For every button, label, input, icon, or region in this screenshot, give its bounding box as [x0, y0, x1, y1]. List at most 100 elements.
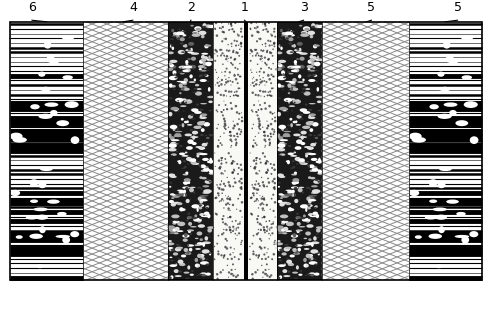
Point — [224, 56, 232, 61]
Point — [214, 53, 221, 58]
Point — [215, 158, 223, 163]
Point — [215, 191, 222, 196]
Ellipse shape — [449, 61, 458, 64]
Ellipse shape — [169, 83, 173, 88]
Ellipse shape — [309, 128, 313, 132]
Ellipse shape — [284, 70, 286, 72]
Point — [234, 81, 242, 86]
Point — [255, 116, 263, 121]
Point — [235, 86, 243, 91]
Point — [236, 132, 244, 137]
Point — [218, 51, 226, 56]
Point — [234, 134, 242, 139]
Ellipse shape — [205, 135, 207, 136]
Point — [216, 79, 224, 84]
Ellipse shape — [174, 73, 176, 77]
Ellipse shape — [279, 143, 287, 145]
Ellipse shape — [309, 169, 314, 172]
Ellipse shape — [194, 214, 197, 218]
Ellipse shape — [301, 131, 307, 135]
Ellipse shape — [282, 232, 287, 234]
Point — [254, 30, 262, 35]
Ellipse shape — [284, 98, 292, 102]
Ellipse shape — [308, 70, 315, 72]
Ellipse shape — [279, 220, 282, 221]
Point — [267, 122, 275, 127]
Point — [267, 32, 275, 37]
Point — [256, 236, 264, 241]
Ellipse shape — [185, 187, 188, 188]
Ellipse shape — [292, 160, 295, 162]
Ellipse shape — [279, 139, 288, 141]
Ellipse shape — [186, 146, 193, 150]
Point — [261, 272, 269, 276]
Point — [271, 44, 278, 49]
Point — [248, 126, 256, 131]
Ellipse shape — [169, 186, 171, 188]
Ellipse shape — [425, 216, 436, 220]
Ellipse shape — [196, 104, 199, 106]
Point — [223, 107, 231, 112]
Point — [271, 240, 278, 245]
Ellipse shape — [175, 98, 184, 102]
Point — [266, 89, 274, 94]
Ellipse shape — [287, 125, 290, 126]
Ellipse shape — [278, 228, 284, 232]
Ellipse shape — [168, 240, 172, 242]
Point — [215, 193, 223, 198]
Point — [263, 48, 271, 53]
Point — [211, 26, 219, 31]
Ellipse shape — [165, 242, 174, 245]
Ellipse shape — [288, 145, 291, 147]
Point — [235, 33, 243, 38]
Point — [259, 28, 267, 33]
Ellipse shape — [298, 199, 300, 200]
Ellipse shape — [294, 187, 297, 188]
Point — [223, 238, 231, 243]
Point — [257, 238, 265, 243]
Point — [238, 167, 246, 172]
Point — [262, 161, 270, 166]
Bar — [10, 22, 482, 280]
Point — [262, 61, 270, 66]
Point — [257, 223, 265, 228]
Ellipse shape — [170, 39, 174, 40]
Ellipse shape — [304, 238, 307, 239]
Point — [259, 21, 267, 26]
Point — [266, 50, 274, 55]
Ellipse shape — [301, 135, 304, 140]
Ellipse shape — [288, 29, 289, 30]
Point — [256, 103, 264, 108]
Ellipse shape — [169, 106, 171, 107]
Point — [258, 215, 266, 220]
Point — [255, 126, 263, 131]
Point — [247, 48, 255, 53]
Ellipse shape — [288, 73, 293, 74]
Ellipse shape — [62, 75, 73, 80]
Point — [250, 186, 258, 191]
Point — [263, 273, 271, 278]
Ellipse shape — [184, 88, 189, 91]
Ellipse shape — [308, 166, 310, 168]
Point — [255, 53, 263, 58]
Ellipse shape — [299, 25, 303, 27]
Point — [271, 238, 279, 243]
Point — [227, 23, 235, 28]
Point — [264, 167, 272, 172]
Ellipse shape — [200, 103, 207, 104]
Point — [247, 82, 255, 87]
Ellipse shape — [290, 168, 294, 169]
Ellipse shape — [294, 194, 296, 196]
Point — [232, 226, 240, 231]
Ellipse shape — [178, 50, 185, 54]
Ellipse shape — [316, 228, 321, 233]
Ellipse shape — [200, 272, 207, 276]
Point — [254, 62, 262, 67]
Point — [217, 253, 225, 258]
Ellipse shape — [170, 275, 174, 279]
Ellipse shape — [311, 185, 318, 188]
Point — [249, 53, 257, 58]
Point — [214, 143, 222, 148]
Point — [250, 186, 258, 191]
Point — [233, 131, 241, 136]
